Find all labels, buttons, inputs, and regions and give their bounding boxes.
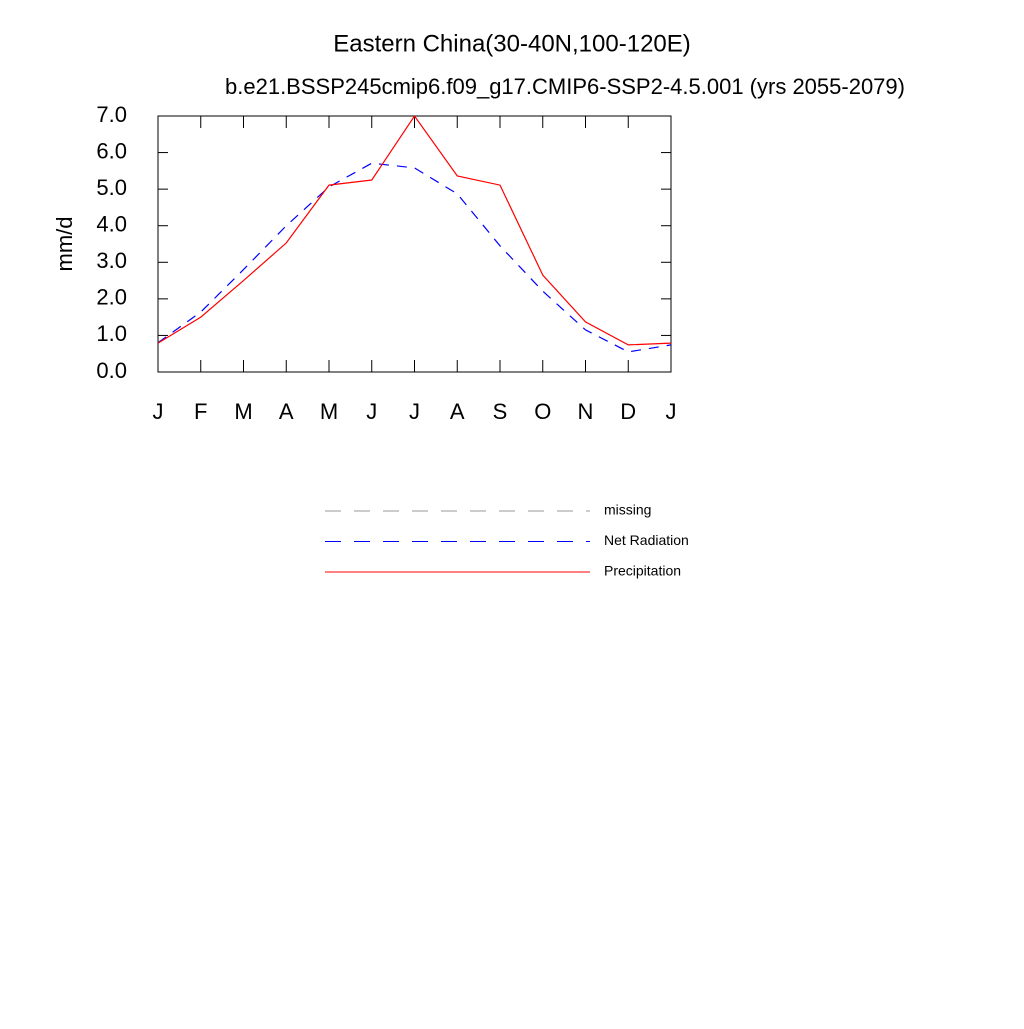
y-tick-label: 6.0 (96, 138, 127, 163)
x-tick-label: J (153, 399, 164, 424)
x-tick-label: A (279, 399, 294, 424)
x-tick-label: N (578, 399, 594, 424)
y-tick-label: 2.0 (96, 285, 127, 310)
x-tick-label: M (320, 399, 338, 424)
x-tick-label: O (534, 399, 551, 424)
y-tick-label: 0.0 (96, 358, 127, 383)
chart-title: Eastern China(30-40N,100-120E) (333, 30, 691, 57)
legend-label: Precipitation (604, 563, 681, 579)
x-tick-label: M (234, 399, 252, 424)
x-tick-label: F (194, 399, 207, 424)
legend-label: missing (604, 502, 651, 518)
x-tick-label: D (620, 399, 636, 424)
y-tick-label: 5.0 (96, 175, 127, 200)
x-tick-label: J (366, 399, 377, 424)
x-tick-label: S (493, 399, 508, 424)
y-axis-label: mm/d (52, 217, 77, 272)
y-tick-label: 1.0 (96, 321, 127, 346)
legend-label: Net Radiation (604, 532, 689, 548)
x-tick-label: J (666, 399, 677, 424)
y-tick-label: 3.0 (96, 248, 127, 273)
series-line (157, 162, 672, 353)
x-tick-label: A (450, 399, 465, 424)
y-tick-label: 4.0 (96, 212, 127, 237)
series-line (157, 114, 672, 346)
chart-subtitle: b.e21.BSSP245cmip6.f09_g17.CMIP6-SSP2-4.… (225, 74, 905, 99)
y-tick-label: 7.0 (96, 102, 127, 127)
x-tick-label: J (409, 399, 420, 424)
